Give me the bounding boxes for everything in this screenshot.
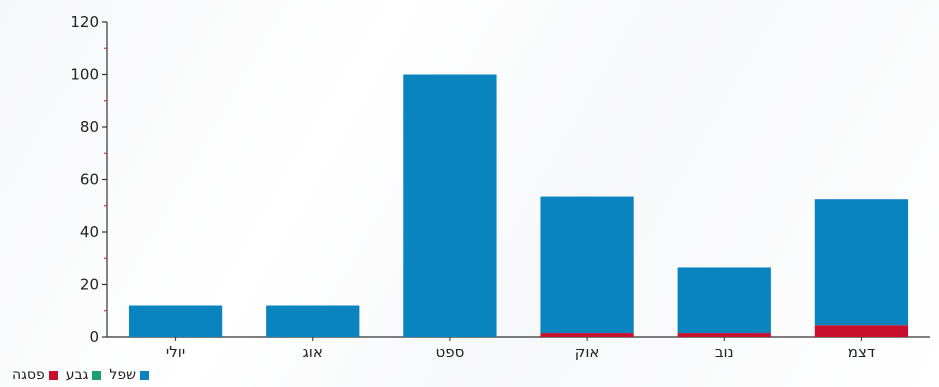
y-tick-label: 120 bbox=[70, 13, 99, 31]
legend-item: שפל bbox=[109, 367, 150, 383]
bar-segment bbox=[814, 199, 909, 326]
legend-label: שפל bbox=[109, 367, 137, 383]
bar-segment bbox=[403, 74, 497, 337]
x-tick-label: יולי bbox=[166, 343, 185, 361]
legend-swatch bbox=[48, 370, 58, 380]
x-tick-label: נוב bbox=[715, 343, 734, 361]
x-tick-label: ספט bbox=[436, 343, 465, 361]
legend-label: פסגה bbox=[12, 367, 45, 383]
legend-label: גבע bbox=[65, 367, 89, 383]
y-tick-label: 80 bbox=[80, 118, 99, 136]
bar-segment bbox=[266, 305, 360, 337]
legend-item: פסגה bbox=[12, 367, 58, 383]
bar-segment bbox=[540, 196, 634, 334]
bar-segment bbox=[814, 325, 909, 337]
y-tick-label: 60 bbox=[80, 171, 99, 189]
chart-labels: 0 20 40 60 80 100 120 יולי אוג ספט אוק נוב דצמ bbox=[70, 13, 875, 361]
chart-axes bbox=[102, 21, 930, 341]
legend-item: גבע bbox=[66, 367, 102, 383]
y-tick-label: 20 bbox=[80, 276, 99, 294]
bar-segment bbox=[540, 333, 634, 337]
x-tick-label: דצמ bbox=[848, 343, 875, 361]
chart-bars bbox=[128, 74, 909, 337]
bar-segment bbox=[677, 267, 771, 334]
x-tick-label: אוג bbox=[303, 343, 323, 361]
x-tick-label: אוק bbox=[575, 343, 600, 361]
bar-segment bbox=[677, 333, 771, 337]
chart-legend: שפל גבע פסגה bbox=[12, 367, 150, 383]
y-tick-label: 40 bbox=[80, 223, 99, 241]
bar-segment bbox=[128, 305, 223, 337]
legend-swatch bbox=[140, 370, 150, 380]
y-tick-label: 100 bbox=[70, 66, 99, 84]
legend-swatch bbox=[92, 370, 102, 380]
y-tick-label: 0 bbox=[89, 328, 99, 346]
